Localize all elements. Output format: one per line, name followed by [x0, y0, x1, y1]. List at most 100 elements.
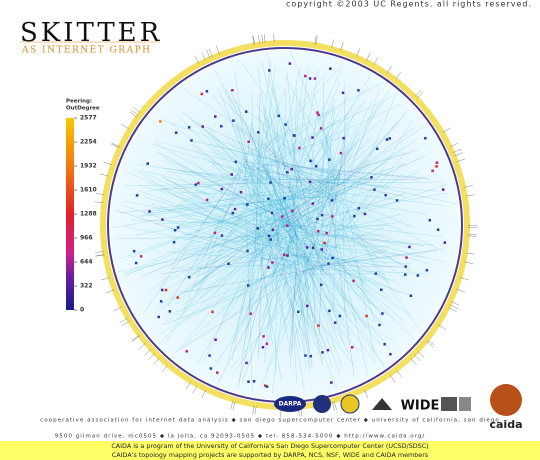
edge	[267, 239, 425, 258]
node	[297, 310, 300, 314]
edge	[291, 216, 299, 356]
edge	[304, 246, 381, 345]
rim-tick	[105, 289, 114, 294]
colorbar-tick-label: 0	[80, 307, 84, 314]
edge	[270, 241, 360, 353]
edge	[177, 213, 308, 261]
node	[311, 202, 315, 205]
rim-tick	[194, 55, 199, 64]
rim-tick	[230, 400, 234, 410]
edge	[279, 115, 387, 212]
rim-tick	[389, 374, 396, 383]
edge	[193, 180, 272, 214]
wide-logo: WIDE	[401, 399, 440, 414]
edge	[282, 200, 382, 326]
node	[403, 273, 407, 276]
edge	[252, 127, 268, 228]
node	[425, 268, 429, 272]
rim-tick	[460, 277, 469, 281]
edge	[258, 161, 366, 284]
edge	[189, 168, 266, 306]
node	[381, 312, 384, 315]
edge	[290, 236, 390, 282]
edge	[178, 203, 313, 265]
edge	[291, 195, 337, 350]
edge	[264, 212, 281, 364]
node	[329, 67, 332, 70]
edge	[122, 205, 317, 271]
edge	[168, 188, 345, 288]
edge	[160, 119, 336, 184]
edge	[145, 170, 274, 206]
node	[309, 354, 312, 358]
node	[314, 164, 318, 168]
node	[249, 312, 253, 315]
edge	[124, 181, 319, 187]
edge	[265, 66, 301, 228]
edge	[267, 201, 327, 347]
node	[157, 315, 161, 319]
edge	[268, 252, 290, 345]
edge	[268, 104, 284, 223]
edge	[284, 236, 334, 369]
rim-tick	[253, 35, 255, 45]
node	[342, 136, 345, 140]
node	[331, 256, 334, 260]
node	[201, 125, 205, 128]
node	[385, 138, 389, 141]
rim-tick	[413, 354, 421, 362]
ncs-logo	[441, 397, 457, 411]
colorbar-tick-label: 1288	[80, 211, 97, 218]
edge	[193, 120, 256, 169]
node	[267, 234, 271, 238]
edge	[270, 82, 340, 247]
node	[134, 261, 138, 265]
edge	[172, 165, 249, 233]
rim-tick	[95, 254, 105, 257]
edge	[323, 92, 397, 269]
edge	[164, 179, 294, 227]
edge	[157, 151, 270, 212]
node	[252, 380, 256, 383]
node	[316, 230, 320, 233]
rim-tick	[331, 39, 334, 49]
rim-tick	[111, 142, 120, 147]
colorbar	[66, 118, 74, 310]
edge	[303, 255, 352, 324]
rim-tick	[396, 370, 403, 378]
edge	[149, 183, 339, 292]
edge	[194, 233, 262, 287]
rim-tick	[94, 251, 104, 253]
node	[353, 214, 356, 218]
edge	[208, 143, 338, 176]
colorbar-tick-label: 966	[80, 235, 93, 242]
edge	[211, 162, 324, 198]
edge	[114, 235, 285, 240]
node	[247, 284, 250, 287]
edge	[188, 115, 311, 261]
colorbar-tick-label: 1610	[80, 187, 97, 194]
edge	[143, 159, 247, 315]
edge	[313, 249, 439, 267]
node	[231, 89, 234, 92]
edge	[222, 228, 275, 318]
edge	[183, 181, 333, 242]
node	[436, 228, 440, 232]
node	[213, 231, 217, 235]
edge	[243, 160, 390, 189]
edge	[241, 179, 419, 181]
rim-tick	[356, 48, 361, 57]
node	[323, 241, 326, 245]
edge	[242, 156, 406, 279]
edge	[119, 185, 336, 214]
edge	[261, 61, 298, 223]
node	[231, 211, 235, 215]
edge	[234, 72, 247, 157]
rim-tick	[161, 365, 168, 373]
edge	[268, 253, 412, 265]
edge	[172, 236, 273, 323]
edge	[199, 176, 321, 298]
edge	[141, 195, 336, 212]
banner-line: CAIDA's topology mapping projects are su…	[112, 451, 429, 459]
